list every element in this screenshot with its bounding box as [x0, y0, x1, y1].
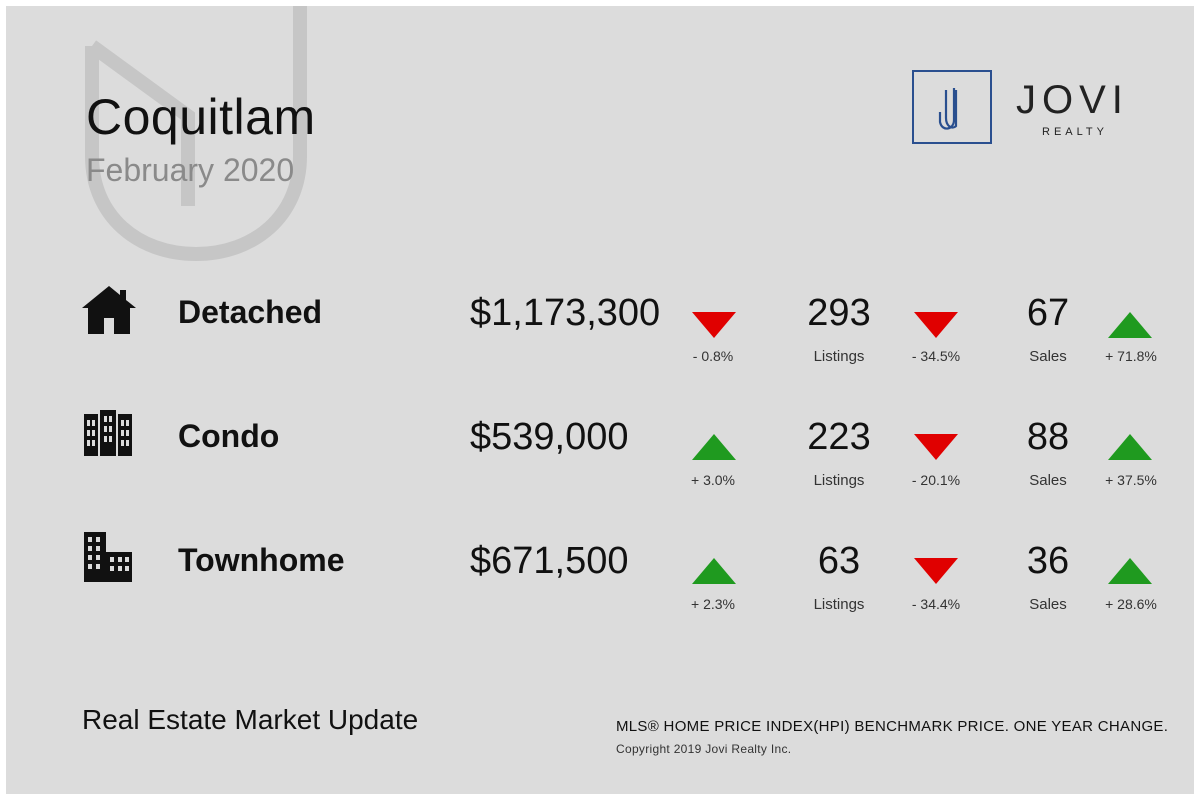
- listings-label: Listings: [813, 596, 865, 613]
- condo-building-icon: [84, 410, 132, 456]
- report-period: February 2020: [86, 152, 295, 188]
- listings-down-arrow-icon: [914, 312, 958, 338]
- market-update-card: Coquitlam February 2020 JOVI REALTY Deta…: [6, 6, 1194, 794]
- jovi-j-logo-icon: [938, 88, 958, 130]
- listings-change: - 20.1%: [911, 472, 961, 488]
- listings-label: Listings: [813, 348, 865, 365]
- stats-row-condo: Condo $539,000 + 3.0% 223 Listings - 20.…: [6, 408, 1194, 518]
- listings-change: - 34.5%: [911, 348, 961, 364]
- listings-down-arrow-icon: [914, 558, 958, 584]
- price-change: + 2.3%: [691, 596, 735, 612]
- listings-count: 223: [807, 416, 871, 458]
- sales-change: + 28.6%: [1105, 596, 1157, 612]
- listings-change: - 34.4%: [911, 596, 961, 612]
- townhome-building-icon: [84, 532, 132, 582]
- brand-subtitle: REALTY: [1042, 126, 1108, 138]
- price-change: + 3.0%: [691, 472, 735, 488]
- footer-note: MLS® HOME PRICE INDEX(HPI) BENCHMARK PRI…: [616, 718, 1169, 735]
- benchmark-price: $539,000: [470, 416, 629, 458]
- property-type-label: Detached: [178, 294, 323, 330]
- price-up-arrow-icon: [692, 434, 736, 460]
- sales-count: 36: [1026, 540, 1070, 582]
- background-logo-mark: [85, 6, 307, 262]
- stats-row-townhome: Townhome $671,500 + 2.3% 63 Listings - 3…: [6, 532, 1194, 642]
- benchmark-price: $1,173,300: [470, 292, 661, 334]
- listings-count: 63: [817, 540, 861, 582]
- sales-label: Sales: [1029, 348, 1067, 365]
- property-type-label: Townhome: [178, 542, 345, 578]
- footer-title: Real Estate Market Update: [82, 704, 419, 735]
- sales-label: Sales: [1029, 596, 1067, 613]
- price-up-arrow-icon: [692, 558, 736, 584]
- page-title: Coquitlam: [86, 89, 316, 145]
- price-change: - 0.8%: [692, 348, 734, 364]
- listings-down-arrow-icon: [914, 434, 958, 460]
- brand-name: JOVI: [1016, 78, 1129, 122]
- listings-label: Listings: [813, 472, 865, 489]
- benchmark-price: $671,500: [470, 540, 629, 582]
- sales-count: 67: [1026, 292, 1070, 334]
- sales-label: Sales: [1029, 472, 1067, 489]
- stats-row-detached: Detached $1,173,300 - 0.8% 293 Listings …: [6, 284, 1194, 394]
- sales-up-arrow-icon: [1108, 558, 1152, 584]
- listings-count: 293: [807, 292, 871, 334]
- sales-change: + 71.8%: [1105, 348, 1157, 364]
- house-icon: [82, 286, 136, 334]
- sales-up-arrow-icon: [1108, 312, 1152, 338]
- property-type-label: Condo: [178, 418, 280, 454]
- sales-count: 88: [1026, 416, 1070, 458]
- sales-up-arrow-icon: [1108, 434, 1152, 460]
- brand-logo-box[interactable]: [912, 70, 992, 144]
- copyright-text: Copyright 2019 Jovi Realty Inc.: [616, 742, 792, 756]
- sales-change: + 37.5%: [1105, 472, 1157, 488]
- price-down-arrow-icon: [692, 312, 736, 338]
